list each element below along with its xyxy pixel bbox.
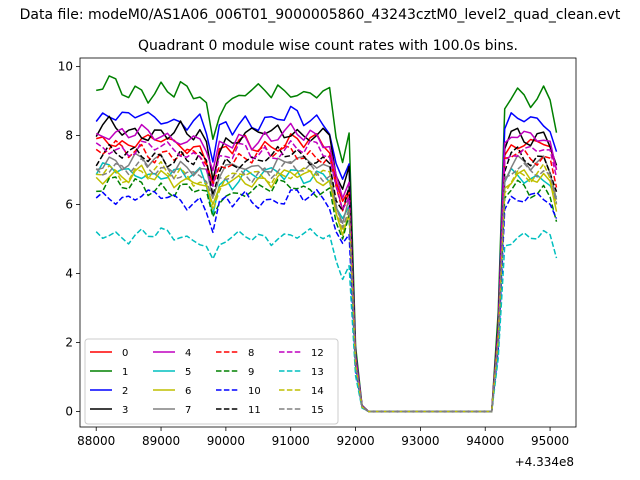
legend-label-14: 14 (311, 386, 324, 397)
legend-label-15: 15 (311, 405, 324, 416)
legend-label-7: 7 (185, 405, 191, 416)
x-tick-label: 93000 (401, 434, 439, 448)
legend-label-8: 8 (248, 348, 254, 359)
y-axis: 0 2 4 6 8 10 (58, 60, 80, 418)
series-line-9 (96, 176, 558, 413)
x-axis: 88000 89000 90000 91000 92000 93000 94000 95000 (77, 427, 569, 448)
series-line-14 (96, 160, 558, 413)
x-tick-label: 94000 (466, 434, 504, 448)
legend-label-0: 0 (122, 348, 128, 359)
legend-label-9: 9 (248, 367, 254, 378)
x-tick-label: 91000 (272, 434, 310, 448)
legend-label-5: 5 (185, 367, 191, 378)
x-tick-label: 90000 (207, 434, 245, 448)
x-offset-label: +4.334e8 (515, 455, 574, 469)
x-tick-label: 89000 (142, 434, 180, 448)
y-tick-label: 0 (65, 404, 73, 418)
legend-label-12: 12 (311, 348, 324, 359)
y-tick-label: 2 (65, 336, 73, 350)
legend-label-13: 13 (311, 367, 324, 378)
series-lines (95, 75, 558, 413)
plot-area: 88000 89000 90000 91000 92000 93000 94000 95000… (58, 57, 577, 469)
y-tick-label: 4 (65, 267, 73, 281)
legend-label-6: 6 (185, 386, 191, 397)
y-tick-label: 8 (65, 129, 73, 143)
series-line-15 (95, 157, 558, 413)
x-tick-label: 92000 (336, 434, 374, 448)
legend-label-4: 4 (185, 348, 191, 359)
axes-frame (79, 57, 577, 428)
legend-label-2: 2 (122, 386, 128, 397)
legend-label-10: 10 (248, 386, 261, 397)
legend-box (84, 338, 339, 425)
legend-label-1: 1 (122, 367, 128, 378)
figure-suptitle: Data file: modeM0/AS1A06_006T01_90000058… (20, 7, 621, 23)
legend-label-11: 11 (248, 405, 261, 416)
legend-label-3: 3 (122, 405, 128, 416)
x-tick-label: 88000 (77, 434, 115, 448)
x-tick-label: 95000 (531, 434, 569, 448)
y-tick-label: 10 (58, 60, 73, 74)
chart-title: Quadrant 0 module wise count rates with … (138, 38, 518, 54)
y-tick-label: 6 (65, 198, 73, 212)
